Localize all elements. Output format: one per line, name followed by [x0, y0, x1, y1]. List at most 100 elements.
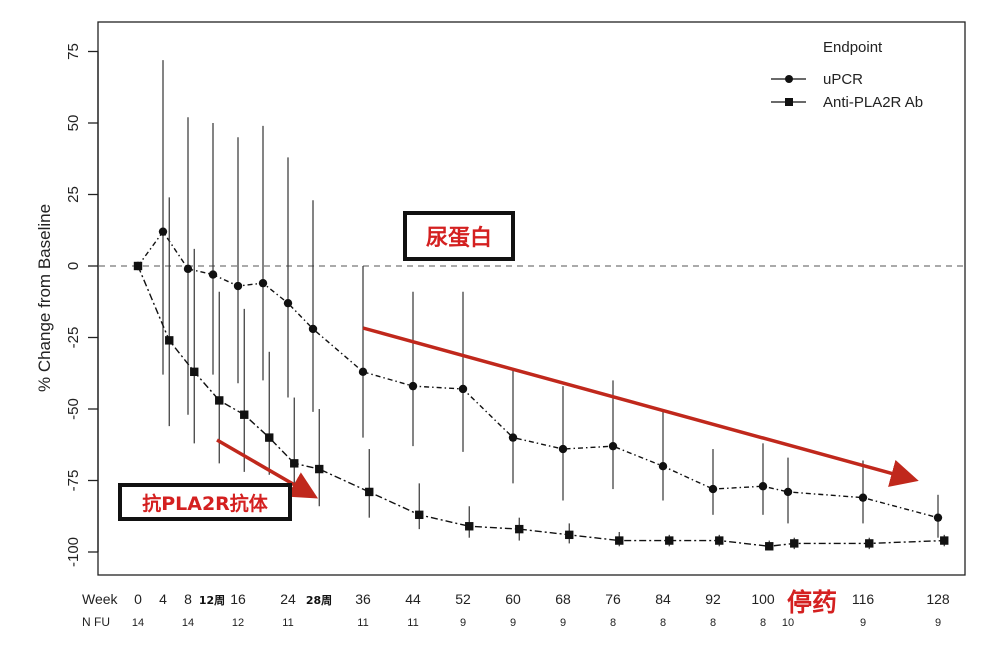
week-tick-label: 100	[751, 591, 775, 607]
data-point-upcr	[308, 324, 318, 334]
week-tick-label: 84	[655, 591, 671, 607]
legend-marker-upcr	[785, 75, 793, 83]
series-upcr	[133, 60, 943, 538]
week-tick-label: 92	[705, 591, 721, 607]
week12-label: 12周	[199, 594, 225, 607]
stop-drug-label: 停药	[787, 588, 837, 617]
legend: Endpoint uPCR Anti-PLA2R Ab	[771, 39, 923, 111]
legend-title: Endpoint	[823, 39, 883, 56]
nfu-count-label: 9	[510, 617, 516, 629]
nfu-count-label: 9	[460, 617, 466, 629]
nfu-count-label: 11	[357, 617, 368, 629]
nfu-count-label: 8	[760, 617, 766, 629]
y-tick-label: 25	[65, 186, 82, 203]
data-point-antibody	[515, 524, 524, 534]
y-axis-title: % Change from Baseline	[35, 204, 54, 392]
week-tick-label: 8	[184, 591, 192, 607]
data-point-upcr	[608, 441, 618, 451]
series-layer	[133, 60, 949, 551]
week28-label: 28周	[306, 594, 332, 607]
data-point-antibody	[215, 396, 224, 405]
data-point-antibody	[290, 459, 299, 468]
y-tick-label: 50	[65, 115, 82, 132]
data-point-upcr	[783, 487, 793, 497]
data-point-upcr	[358, 367, 368, 377]
nfu-count-label: 9	[935, 617, 941, 629]
week-tick-label: 44	[405, 591, 421, 607]
data-point-antibody	[315, 464, 324, 474]
data-point-upcr	[933, 513, 943, 522]
week-tick-label: 60	[505, 591, 521, 607]
data-point-antibody	[615, 536, 624, 545]
series-line	[137, 265, 945, 547]
week-tick-label: 76	[605, 591, 621, 607]
nfu-row-label: N FU	[82, 615, 110, 629]
data-point-upcr	[658, 462, 668, 471]
series-antibody	[133, 197, 949, 551]
data-point-antibody	[790, 539, 799, 548]
data-point-antibody	[133, 261, 143, 271]
proteinuria-box	[403, 211, 515, 261]
nfu-count-label: 8	[710, 617, 716, 629]
data-point-upcr	[558, 444, 568, 454]
data-point-upcr	[283, 298, 293, 308]
data-point-upcr	[458, 384, 468, 394]
data-point-upcr	[183, 264, 193, 274]
data-point-antibody	[415, 510, 424, 520]
week-tick-label: 128	[926, 591, 950, 607]
data-point-upcr	[233, 281, 243, 291]
y-tick-label: -50	[65, 398, 82, 420]
decline-arrow-antibody	[216, 438, 319, 499]
week-tick-label: 68	[555, 591, 571, 607]
data-point-upcr	[258, 278, 268, 288]
nfu-count-label: 8	[610, 617, 616, 629]
data-point-upcr	[208, 270, 218, 279]
data-point-upcr	[408, 381, 418, 391]
legend-label-antibody: Anti-PLA2R Ab	[823, 94, 923, 111]
data-point-antibody	[565, 530, 574, 540]
legend-marker-antibody	[785, 98, 793, 106]
week-tick-label: 116	[852, 591, 875, 607]
nfu-count-label: 11	[282, 617, 293, 629]
week-tick-row: 0 4 8 16 24 36 44 52 60 68 76 84 92 100 116 128	[134, 591, 950, 607]
nfu-count-label: 12	[232, 617, 244, 629]
data-point-antibody	[765, 542, 774, 551]
week-tick-label: 52	[455, 591, 471, 607]
week-row-label: Week	[82, 591, 119, 607]
week-tick-label: 4	[159, 591, 167, 607]
data-point-upcr	[508, 433, 518, 442]
nfu-count-label: 8	[660, 617, 666, 629]
week-tick-label: 36	[355, 591, 371, 607]
nfu-count-label: 9	[860, 617, 866, 629]
data-point-antibody	[240, 410, 249, 419]
nfu-count-label: 14	[182, 617, 194, 629]
data-point-upcr	[758, 482, 768, 491]
data-point-antibody	[865, 539, 874, 548]
series-line	[137, 230, 939, 519]
data-point-antibody	[465, 522, 474, 531]
data-point-antibody	[940, 536, 949, 545]
data-point-upcr	[858, 493, 868, 502]
data-point-antibody	[715, 536, 724, 545]
week-tick-label: 24	[280, 591, 296, 607]
y-tick-label: -25	[65, 327, 82, 349]
nfu-count-label: 14	[132, 617, 144, 629]
antibody-label: 抗PLA2R抗体	[142, 492, 269, 515]
data-point-antibody	[365, 487, 374, 497]
y-tick-label: -75	[65, 470, 82, 492]
data-point-antibody	[190, 367, 199, 377]
y-tick-label: -100	[65, 537, 82, 567]
nfu-count-label: 11	[407, 617, 418, 629]
data-point-upcr	[708, 484, 718, 494]
antibody-box	[118, 483, 292, 521]
data-point-upcr	[158, 227, 168, 236]
week-tick-label: 16	[230, 591, 246, 607]
data-point-antibody	[265, 433, 274, 442]
y-axis: 75 50 25 0 -25 -50 -75 -100	[65, 43, 99, 567]
data-point-antibody	[665, 536, 674, 545]
week-tick-label: 0	[134, 591, 142, 607]
nfu-count-label: 9	[560, 617, 566, 629]
y-tick-label: 0	[65, 262, 82, 270]
nfu-row: 14 14 12 11 11 11 9 9 9 8 8 8 8 10 9 9	[132, 617, 941, 629]
